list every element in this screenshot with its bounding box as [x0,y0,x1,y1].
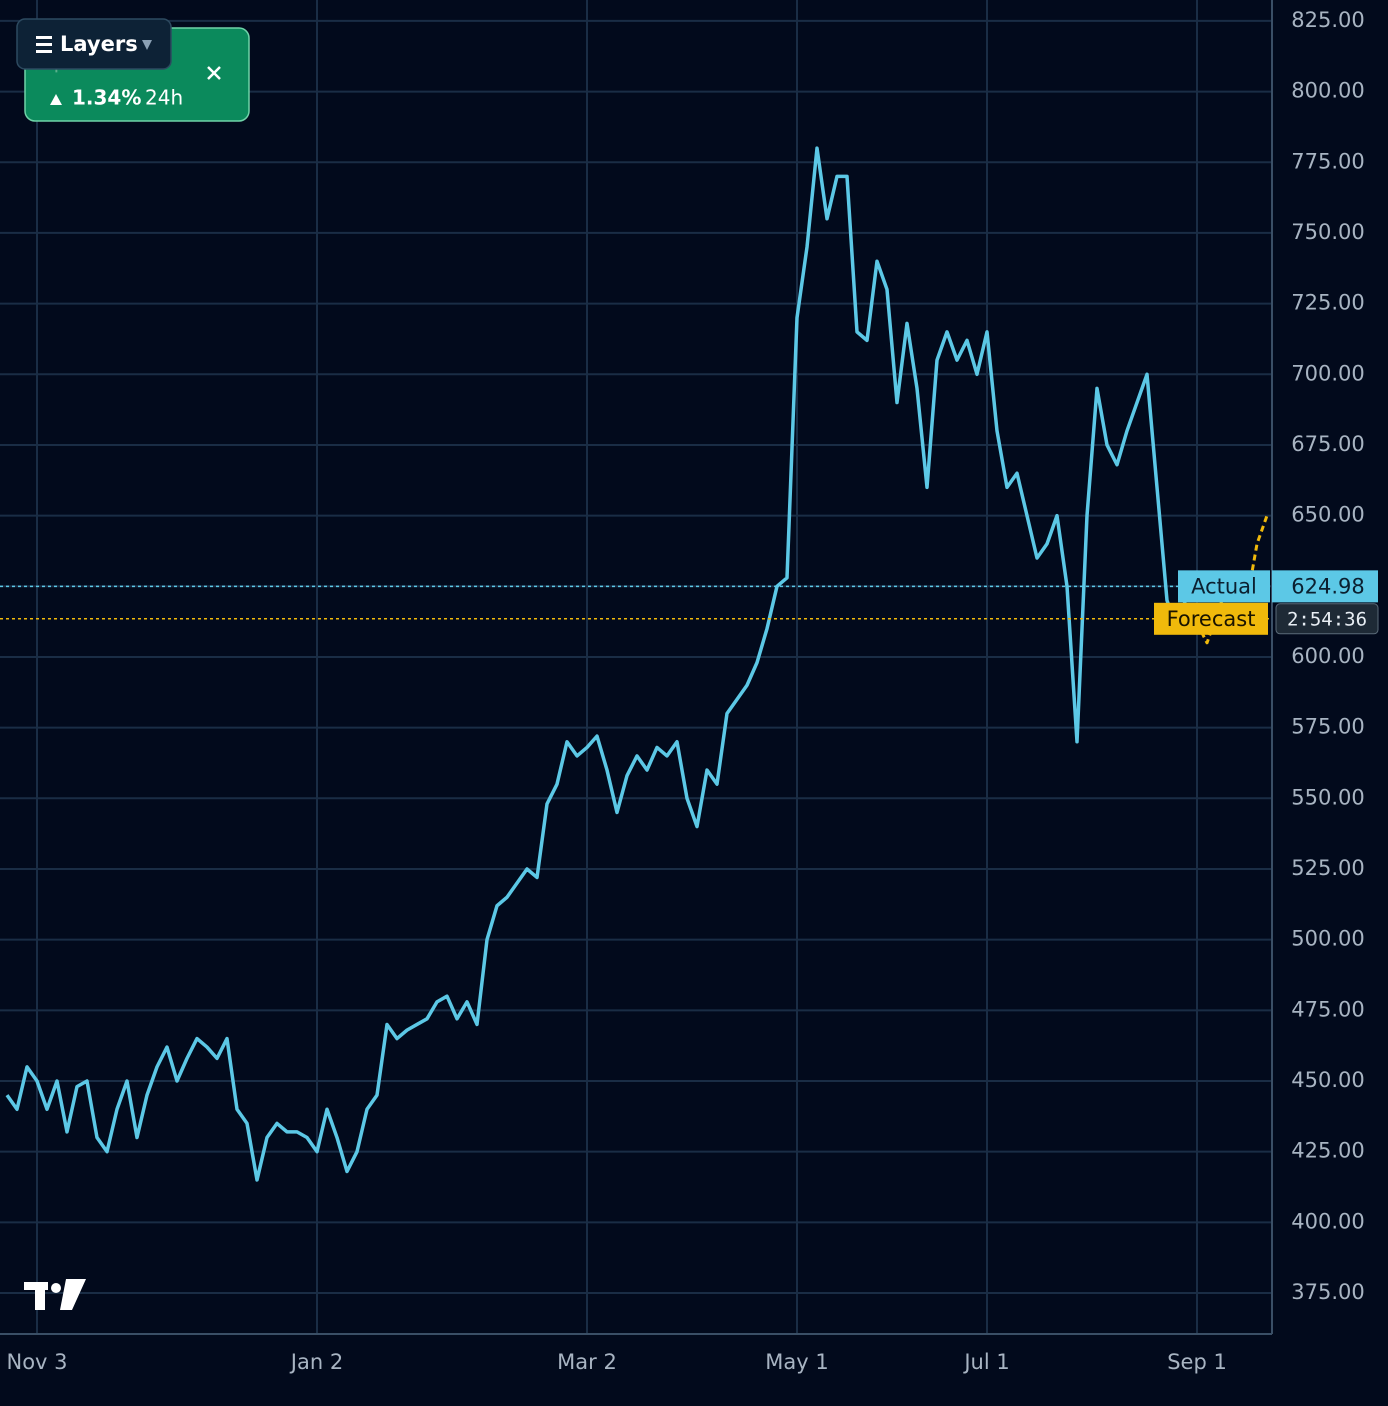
close-button[interactable] [207,66,221,80]
x-tick-label: Mar 2 [557,1350,617,1374]
ticker-period: 24h [145,86,183,110]
y-tick-label: 375.00 [1291,1280,1364,1304]
y-tick-label: 750.00 [1291,220,1364,244]
actual-tag [1178,570,1270,603]
price-tags: Actual 624.98 Forecast 2:54:36 [1154,570,1379,635]
up-arrow [50,94,62,105]
y-tick-label: 450.00 [1291,1068,1364,1092]
layers-button[interactable]: Layers [16,18,172,70]
forecast-tag [1154,602,1268,635]
y-tick-label: 650.00 [1291,503,1364,527]
y-tick-label: 425.00 [1291,1139,1364,1163]
forecast-tag-label: Forecast [1167,607,1256,631]
y-tick-label: 400.00 [1291,1209,1364,1233]
ticker-change: 1.34% [72,86,141,110]
y-tick-label: 525.00 [1291,856,1364,880]
timer-box [1275,603,1379,635]
series-line [5,146,1189,1182]
tv-logo [24,1279,86,1310]
x-tick-label: Jul 1 [962,1350,1009,1374]
y-tick-label: 575.00 [1291,715,1364,739]
y-tick-label: 825.00 [1291,8,1364,32]
y-tick-label: 725.00 [1291,291,1364,315]
y-tick-label: 550.00 [1291,785,1364,809]
actual-tag-label: Actual [1191,574,1257,598]
y-tick-label: 675.00 [1291,432,1364,456]
layers-label: Layers [60,32,138,56]
grid [0,0,1272,1334]
y-tick-label: 600.00 [1291,644,1364,668]
y-tick-label: 500.00 [1291,927,1364,951]
y-tick-label: 800.00 [1291,79,1364,103]
x-tick-label: Nov 3 [6,1350,67,1374]
y-tick-label: 775.00 [1291,149,1364,173]
price-tag [1272,570,1378,603]
x-tick-label: May 1 [765,1350,828,1374]
x-tick-label: Sep 1 [1167,1350,1227,1374]
y-tick-label: 475.00 [1291,997,1364,1021]
x-tick-label: Jan 2 [289,1350,343,1374]
y-tick-label: 700.00 [1291,361,1364,385]
price-tag-label: 624.98 [1291,574,1364,598]
timer-label: 2:54:36 [1287,608,1367,630]
